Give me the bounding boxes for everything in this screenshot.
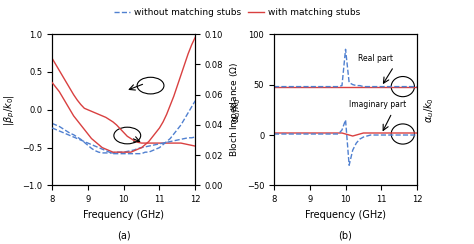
Y-axis label: $\alpha_u / k_0$: $\alpha_u / k_0$ [423,97,437,123]
X-axis label: Frequency (GHz): Frequency (GHz) [305,210,386,220]
Text: (a): (a) [117,231,130,241]
Y-axis label: Bloch Impedance ($\Omega$): Bloch Impedance ($\Omega$) [228,62,241,157]
Text: Imaginary part: Imaginary part [349,100,406,109]
Y-axis label: $\alpha_u / k_0$: $\alpha_u / k_0$ [229,97,243,123]
Text: (b): (b) [338,231,353,241]
Legend: without matching stubs, with matching stubs: without matching stubs, with matching st… [110,4,364,21]
Y-axis label: $|\beta_p / k_0|$: $|\beta_p / k_0|$ [2,94,17,126]
Text: Real part: Real part [358,54,393,63]
X-axis label: Frequency (GHz): Frequency (GHz) [83,210,164,220]
